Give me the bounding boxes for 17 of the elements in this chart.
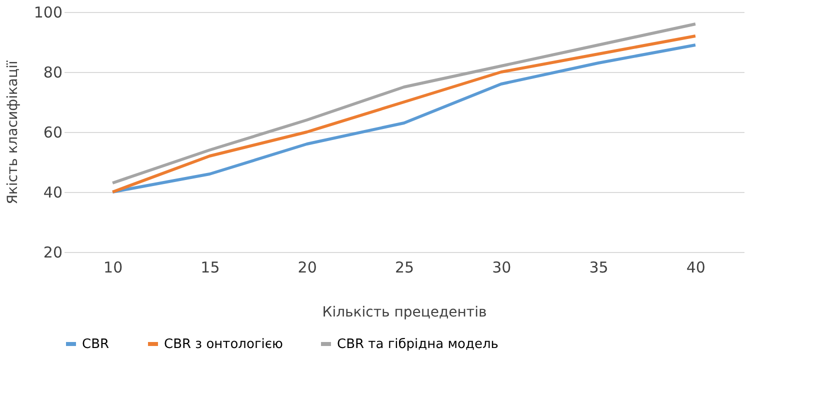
x-tick-label: 20 [298,258,317,276]
y-tick-label: 100 [34,4,62,22]
legend-label: CBR [82,337,110,352]
x-tick-label: 10 [104,258,123,276]
x-tick-label: 35 [589,258,608,276]
x-axis-title: Кількість прецедентів [322,304,487,320]
y-tick-label: 20 [43,244,62,262]
x-tick-label: 40 [686,258,706,276]
x-tick-label: 15 [200,258,220,276]
legend-label: CBR та гібрідна модель [337,337,498,352]
y-tick-label: 60 [43,124,62,142]
y-tick-label: 40 [43,184,62,202]
legend-label: CBR з онтологією [164,337,284,352]
y-tick-label: 80 [43,64,62,82]
y-axis-title: Якість класифікації [4,60,21,204]
x-tick-label: 25 [394,258,414,276]
x-tick-label: 30 [492,258,512,276]
